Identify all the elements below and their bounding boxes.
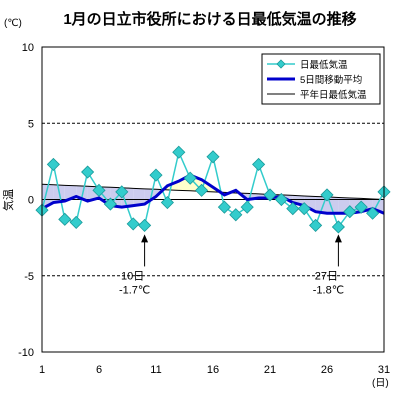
data-point-marker bbox=[343, 205, 357, 219]
legend-item-moving-average: 5日間移動平均 bbox=[267, 74, 362, 86]
data-point-marker bbox=[217, 200, 231, 214]
data-point-marker bbox=[103, 197, 117, 211]
y-tick-label: 0 bbox=[28, 195, 34, 207]
annotation-date-label: 27日 bbox=[315, 270, 338, 282]
legend-item-daily-min: 日最低気温 bbox=[267, 59, 348, 71]
y-tick-labels: 10 5 0 -5 -10 bbox=[18, 42, 34, 359]
annotation-arrowhead bbox=[334, 234, 342, 243]
x-tick-label: 1 bbox=[39, 364, 45, 376]
x-tick-label: 6 bbox=[96, 364, 102, 376]
data-point-marker bbox=[126, 217, 140, 231]
x-tick-label: 16 bbox=[207, 364, 219, 376]
x-tick-label: 21 bbox=[264, 364, 276, 376]
x-tick-label: 31 bbox=[378, 364, 390, 376]
x-tick-label: 11 bbox=[150, 364, 161, 376]
y-axis-label: 気温 bbox=[1, 189, 15, 211]
series-layer bbox=[35, 145, 391, 234]
data-point-marker bbox=[69, 215, 83, 229]
annotation-date-label: 10日 bbox=[121, 270, 144, 282]
data-point-marker bbox=[263, 188, 277, 202]
data-point-marker bbox=[149, 168, 163, 182]
legend-label: 平年日最低気温 bbox=[300, 89, 367, 101]
plot-frame bbox=[41, 46, 385, 353]
legend-label: 5日間移動平均 bbox=[300, 74, 362, 86]
y-tick-label: 10 bbox=[22, 42, 34, 54]
data-point-marker bbox=[331, 220, 345, 234]
series-line-moving-average bbox=[41, 173, 385, 215]
legend-marker bbox=[276, 59, 286, 69]
data-point-marker bbox=[172, 145, 186, 159]
annotation-arrowhead bbox=[141, 234, 149, 243]
data-point-marker bbox=[115, 185, 129, 199]
data-point-marker bbox=[252, 157, 266, 171]
data-point-marker bbox=[183, 171, 197, 185]
x-unit-label: (日) bbox=[372, 378, 389, 389]
y-unit-label: (℃) bbox=[4, 18, 22, 29]
x-tick-label: 26 bbox=[321, 364, 333, 376]
y-tick-label: 5 bbox=[28, 118, 34, 130]
data-point-marker bbox=[46, 157, 60, 171]
y-tick-label: -5 bbox=[24, 271, 34, 283]
data-point-marker bbox=[195, 183, 209, 197]
data-point-marker bbox=[160, 195, 174, 210]
data-point-marker bbox=[309, 218, 323, 232]
data-point-marker bbox=[138, 218, 152, 232]
annotations: 10日 -1.7℃ 27日 -1.8℃ bbox=[119, 234, 344, 296]
data-point-marker bbox=[240, 200, 254, 214]
data-point-marker bbox=[354, 200, 368, 214]
data-point-marker bbox=[81, 165, 95, 179]
data-point-marker bbox=[92, 183, 106, 197]
annotation-value-label: -1.8℃ bbox=[313, 284, 344, 296]
annotation-value-label: -1.7℃ bbox=[119, 284, 150, 296]
data-point-marker bbox=[206, 150, 220, 164]
x-tick-labels: 1 6 11 16 21 26 31 bbox=[39, 364, 390, 376]
y-tick-label: -10 bbox=[18, 347, 34, 359]
data-point-marker bbox=[366, 206, 380, 220]
deviation-fill bbox=[144, 188, 156, 205]
legend-item-normal: 平年日最低気温 bbox=[267, 89, 367, 101]
data-point-marker bbox=[58, 212, 72, 226]
data-point-marker bbox=[320, 188, 334, 202]
data-point-marker bbox=[229, 208, 243, 222]
data-point-marker bbox=[274, 192, 288, 207]
chart-title: 1月の日立市役所における日最低気温の推移 bbox=[63, 10, 356, 28]
data-point-marker bbox=[286, 202, 300, 216]
deviation-fill bbox=[133, 188, 145, 206]
legend-label: 日最低気温 bbox=[300, 59, 348, 71]
data-point-marker bbox=[297, 202, 311, 216]
